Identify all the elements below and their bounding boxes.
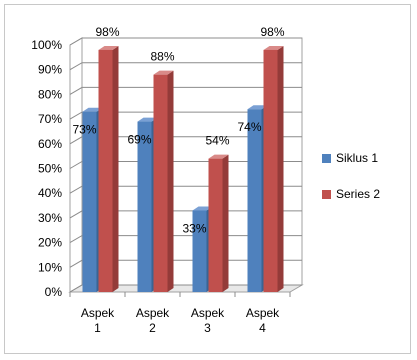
data-label-siklus-1-2: 69% <box>127 133 151 147</box>
gridline <box>69 259 302 268</box>
category-label-3: Aspek 3 <box>191 306 225 335</box>
data-label-series-2-1: 98% <box>95 25 119 39</box>
bar-series-2-3 <box>208 154 229 292</box>
y-tick-label: 90% <box>38 63 62 77</box>
y-tick-label: 80% <box>38 87 62 101</box>
gridline <box>69 284 302 293</box>
y-axis-tick-labels: 0% 10% 20% 30% 40% 50% 60% 70% 80% 90% 100% <box>31 38 62 299</box>
gridline <box>69 37 302 46</box>
legend-swatch <box>322 154 331 163</box>
category-label-1: Aspek 1 <box>81 306 115 335</box>
y-tick-label: 20% <box>38 236 62 250</box>
legend: Siklus 1 Series 2 <box>322 151 380 201</box>
data-label-siklus-1-1: 73% <box>72 123 96 137</box>
gridlines <box>69 37 302 297</box>
data-label-series-2-2: 88% <box>150 50 174 64</box>
bars <box>82 45 284 292</box>
gridline <box>69 210 302 219</box>
data-label-siklus-1-3: 33% <box>182 221 206 235</box>
legend-label: Siklus 1 <box>336 151 378 165</box>
gridline <box>69 136 302 145</box>
data-label-series-2-4: 98% <box>260 25 284 39</box>
x-axis-category-labels: Aspek 1 Aspek 2 Aspek 3 Aspek 4 <box>81 306 280 335</box>
y-tick-label: 100% <box>31 38 62 52</box>
data-label-siklus-1-4: 74% <box>237 120 261 134</box>
category-label-2: Aspek 2 <box>136 306 170 335</box>
y-tick-label: 50% <box>38 162 62 176</box>
y-tick-label: 60% <box>38 137 62 151</box>
gridline <box>69 161 302 169</box>
y-tick-label: 0% <box>45 285 63 299</box>
gridline <box>69 235 302 244</box>
legend-item-series-2: Series 2 <box>322 187 380 201</box>
y-tick-label: 30% <box>38 211 62 225</box>
legend-item-siklus-1: Siklus 1 <box>322 151 378 165</box>
bar-series-2-4 <box>263 45 284 292</box>
gridline <box>69 111 302 120</box>
legend-swatch <box>322 190 331 199</box>
bar-series-2-2 <box>153 70 174 292</box>
data-labels: 73% 98% 69% 88% 33% 54% 74% 98% <box>72 25 284 236</box>
bar-series-2-1 <box>98 45 119 292</box>
gridline <box>69 185 302 194</box>
gridline <box>69 62 302 71</box>
gridline <box>69 86 302 95</box>
legend-label: Series 2 <box>336 187 380 201</box>
y-tick-label: 10% <box>38 260 62 274</box>
category-label-4: Aspek 4 <box>246 306 280 335</box>
data-label-series-2-3: 54% <box>205 134 229 148</box>
y-tick-label: 40% <box>38 186 62 200</box>
y-tick-label: 70% <box>38 112 62 126</box>
